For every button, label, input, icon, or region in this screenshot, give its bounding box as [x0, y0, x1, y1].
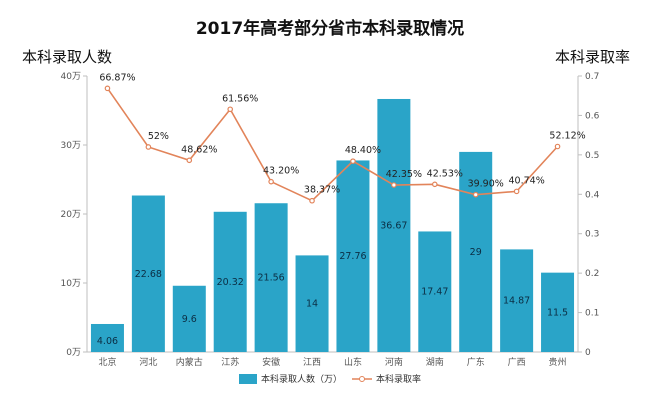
rate-line-series: 66.87% 52% 48.62% 61.56% 43.20% 38.37% 48.40% 4…: [99, 72, 586, 204]
rate-value-label: 52.12%: [549, 130, 585, 141]
legend-line-label: 本科录取率: [376, 373, 421, 385]
y-left-tick-label: 30万: [61, 141, 81, 151]
x-category-label: 北京: [98, 356, 116, 368]
bar: [254, 203, 288, 352]
x-category-label: 广西: [508, 356, 526, 368]
bar-value-label: 27.76: [339, 251, 366, 262]
bar: [500, 249, 534, 352]
rate-point: [350, 158, 356, 164]
bar-value-label: 21.56: [258, 273, 285, 284]
y-right-tick-label: 0.7: [585, 72, 599, 82]
x-category-label: 贵州: [549, 356, 567, 368]
y-right-tick-label: 0.1: [585, 309, 599, 319]
rate-value-label: 52%: [148, 131, 169, 142]
bar-value-label: 29: [470, 247, 482, 258]
rate-point: [554, 143, 561, 150]
rate-value-label: 61.56%: [222, 93, 258, 104]
y-left-tick-label: 10万: [61, 279, 81, 289]
bar-value-labels: 4.06 22.68 9.6 20.32 21.56 14 27.76 36.67 17.47 2…: [97, 220, 568, 347]
x-category-label: 江西: [303, 357, 321, 368]
y-right-tick-label: 0.4: [585, 190, 600, 200]
rate-value-label: 39.90%: [468, 179, 504, 190]
x-category-label: 广东: [467, 356, 485, 368]
y-left-tick-label: 0万: [66, 348, 81, 358]
bar-value-label: 14: [306, 299, 318, 310]
y-right-tick-label: 0.6: [585, 111, 600, 121]
y-right-tick-label: 0: [585, 348, 591, 358]
chart-title: 2017年高考部分省市本科录取情况: [196, 18, 464, 39]
axis-ticks: 0万 10万 20万 30万 40万 0 0.1 0.2 0.3 0.4 0.5 0.6 0.7: [61, 72, 600, 358]
y-right-tick-label: 0.5: [585, 151, 599, 161]
bar: [90, 323, 124, 352]
rate-line: [106, 87, 559, 202]
rate-value-label: 48.40%: [345, 145, 381, 156]
rate-point: [431, 181, 438, 188]
y-axis-left-title: 本科录取人数: [22, 48, 112, 66]
bar-value-label: 14.87: [503, 296, 530, 307]
rate-value-label: 66.87%: [99, 72, 135, 83]
bar: [541, 272, 575, 352]
rate-value-label: 42.35%: [386, 169, 422, 180]
bar-value-label: 9.6: [182, 314, 197, 325]
rate-value-label: 40.74%: [509, 175, 545, 186]
bar-value-label: 4.06: [97, 336, 118, 347]
rate-point: [472, 191, 479, 198]
bar: [418, 231, 452, 352]
rate-value-label: 43.20%: [263, 166, 299, 177]
x-category-label: 河北: [139, 356, 157, 368]
legend-bar-label: 本科录取人数（万）: [261, 373, 342, 385]
rate-point: [145, 144, 152, 150]
bar: [213, 211, 247, 352]
y-right-tick-label: 0.3: [585, 230, 599, 240]
y-left-tick-label: 40万: [61, 72, 81, 82]
rate-value-label: 42.53%: [427, 168, 463, 179]
x-category-label: 山东: [344, 356, 362, 368]
rate-point: [268, 178, 274, 185]
bar-value-label: 11.5: [547, 307, 568, 318]
y-left-tick-label: 20万: [61, 210, 81, 220]
rate-value-label: 48.62%: [181, 144, 217, 155]
bar-value-label: 36.67: [380, 220, 407, 231]
x-category-label: 安徽: [262, 356, 280, 368]
legend: 本科录取人数（万） 本科录取率: [239, 373, 421, 385]
bar: [336, 160, 370, 352]
bar: [172, 285, 206, 352]
bar: [131, 195, 165, 352]
bar-value-label: 20.32: [217, 277, 244, 288]
x-category-label: 江苏: [221, 356, 239, 368]
rate-point: [104, 85, 111, 92]
bar-value-label: 22.68: [135, 269, 162, 280]
x-category-label: 湖南: [426, 356, 444, 368]
y-right-tick-label: 0.2: [585, 269, 599, 279]
bar: [377, 98, 411, 353]
rate-value-label: 38.37%: [304, 185, 340, 196]
bar-series: [90, 98, 575, 353]
x-category-label: 内蒙古: [176, 356, 203, 368]
bar: [295, 255, 329, 352]
rate-point: [227, 106, 234, 113]
legend-line-marker: [359, 376, 365, 382]
rate-point: [391, 182, 397, 188]
x-axis-category-labels: 北京 河北 内蒙古 江苏 安徽 江西 山东 河南 湖南 广东 广西 贵州: [98, 356, 566, 368]
rate-point: [513, 188, 520, 195]
rate-point: [186, 157, 193, 164]
rate-point: [309, 197, 315, 204]
legend-bar-swatch: [239, 374, 257, 384]
bar: [459, 151, 493, 352]
x-category-label: 河南: [385, 356, 403, 368]
bar-value-label: 17.47: [421, 287, 448, 298]
y-axis-right-title: 本科录取率: [555, 48, 630, 66]
